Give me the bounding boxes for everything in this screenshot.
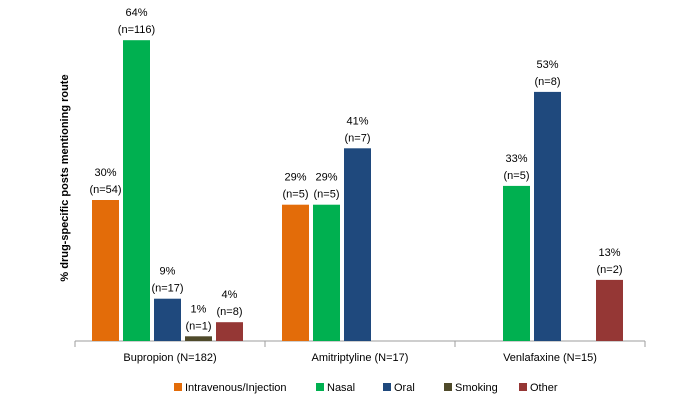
- legend-label: Other: [530, 382, 558, 394]
- data-label-percent: 1%: [191, 303, 207, 315]
- data-label-percent: 30%: [94, 167, 116, 179]
- bar-nasal-2: [503, 185, 530, 341]
- data-label-count: (n=8): [535, 76, 561, 88]
- legend: Intravenous/Injection Nasal Oral Smoking Oth…: [174, 382, 558, 394]
- legend-label: Oral: [394, 382, 415, 394]
- data-label-count: (n=7): [345, 132, 371, 144]
- data-label-percent: 29%: [315, 172, 337, 184]
- legend-label: Smoking: [455, 382, 498, 394]
- data-label-percent: 64%: [125, 7, 147, 19]
- data-label-percent: 29%: [284, 172, 306, 184]
- data-label-count: (n=54): [89, 184, 121, 196]
- bar-nasal-1: [313, 204, 340, 341]
- bar-oral-2: [534, 91, 561, 342]
- legend-swatch: [174, 383, 182, 391]
- data-labels: 30% (n=54) 29% (n=5) 64% (n=116) 29% (n=5) 33% (n…: [89, 7, 622, 332]
- data-label-count: (n=116): [118, 24, 155, 36]
- bar-intravenous-injection-0: [92, 200, 119, 341]
- bar-oral-0: [154, 298, 181, 341]
- bar-nasal-0: [123, 40, 150, 341]
- x-tick-label: Bupropion (N=182): [123, 352, 216, 364]
- legend-swatch: [383, 383, 391, 391]
- data-label-count: (n=5): [283, 189, 309, 201]
- legend-swatch: [444, 383, 452, 391]
- data-label-percent: 9%: [160, 266, 176, 278]
- bar-smoking-0: [185, 336, 212, 341]
- data-label-percent: 4%: [222, 289, 238, 301]
- bar-intravenous-injection-1: [282, 204, 309, 341]
- legend-label: Nasal: [327, 382, 355, 394]
- y-axis-label: % drug-specific posts mentioning route: [59, 74, 71, 281]
- data-label-count: (n=5): [314, 189, 340, 201]
- data-label-percent: 13%: [598, 247, 620, 259]
- bars: [92, 40, 623, 342]
- data-label-count: (n=8): [217, 306, 243, 318]
- data-label-percent: 33%: [505, 153, 527, 165]
- axes: [74, 340, 646, 347]
- data-label-percent: 41%: [346, 115, 368, 127]
- data-label-count: (n=2): [597, 264, 623, 276]
- bar-oral-1: [344, 148, 371, 341]
- legend-swatch: [519, 383, 527, 391]
- legend-label: Intravenous/Injection: [185, 382, 287, 394]
- bar-other-0: [216, 322, 243, 341]
- data-label-percent: 53%: [536, 59, 558, 71]
- bar-other-2: [596, 279, 623, 341]
- data-label-count: (n=17): [151, 283, 183, 295]
- x-tick-labels: Bupropion (N=182) Amitriptyline (N=17) Ven…: [123, 352, 597, 364]
- x-tick-label: Amitriptyline (N=17): [312, 352, 409, 364]
- x-tick-label: Venlafaxine (N=15): [503, 352, 597, 364]
- data-label-count: (n=1): [186, 320, 212, 332]
- legend-swatch: [316, 383, 324, 391]
- data-label-count: (n=5): [504, 170, 530, 182]
